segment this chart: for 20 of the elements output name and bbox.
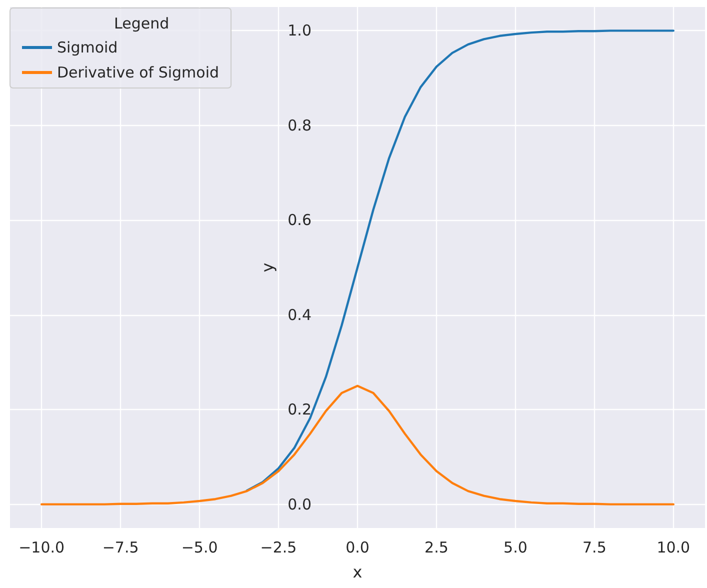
y-tick-label: 0.4 <box>288 306 312 324</box>
y-tick-label: 0.8 <box>288 116 312 134</box>
x-tick-label: 2.5 <box>424 538 448 556</box>
x-tick-label: 7.5 <box>582 538 606 556</box>
y-tick-label: 1.0 <box>288 22 312 40</box>
y-tick-label: 0.6 <box>288 211 312 230</box>
legend-label: Derivative of Sigmoid <box>57 64 220 82</box>
x-tick-label: −5.0 <box>181 538 218 556</box>
legend-title: Legend <box>114 14 170 32</box>
x-tick-label: 5.0 <box>504 538 528 556</box>
x-tick-label: −7.5 <box>102 538 139 556</box>
x-tick-label: 0.0 <box>346 538 370 556</box>
x-tick-label: −2.5 <box>260 538 297 556</box>
y-tick-label: 0.0 <box>288 495 312 514</box>
x-tick-label: −10.0 <box>18 538 65 556</box>
y-axis-title: y <box>258 262 277 272</box>
x-axis-title: x <box>352 562 362 582</box>
legend-label: Sigmoid <box>57 38 118 56</box>
x-tick-label: 10.0 <box>656 538 690 556</box>
y-tick-label: 0.2 <box>288 400 312 419</box>
